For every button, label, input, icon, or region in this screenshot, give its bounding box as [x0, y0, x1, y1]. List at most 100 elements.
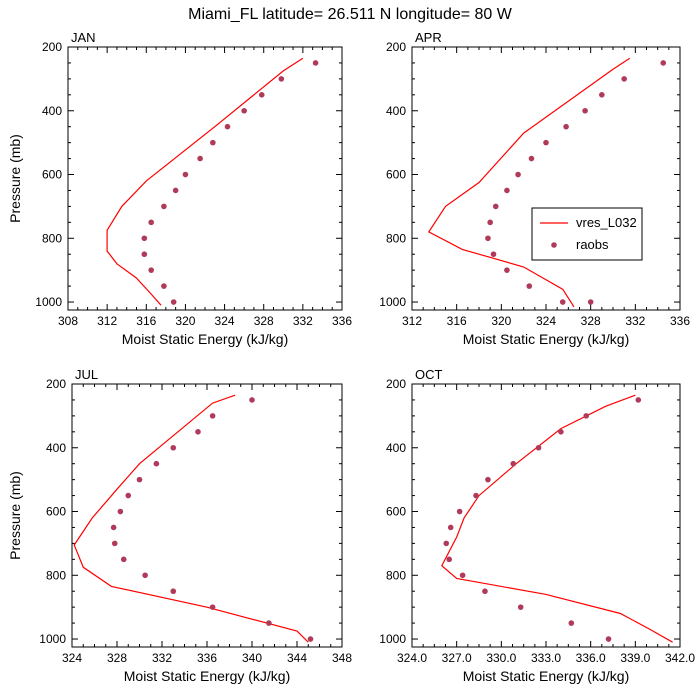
panel-apr: APR 312 316 320 324 328 332 336 200 400 600 800 1000… — [379, 30, 690, 347]
plot-frame — [411, 46, 681, 311]
panel-label: JUL — [75, 367, 98, 382]
data-point-raobs — [515, 171, 521, 178]
x-tick-label: 340 — [242, 651, 262, 665]
data-point-raobs — [141, 235, 148, 242]
x-tick-label: 336 — [197, 651, 217, 665]
data-point-raobs — [485, 476, 491, 483]
data-point-raobs — [504, 267, 510, 273]
data-point-raobs — [635, 397, 642, 403]
data-point-raobs — [172, 187, 179, 194]
data-point-raobs — [587, 299, 594, 305]
data-point-raobs — [170, 588, 177, 595]
data-point-raobs — [568, 620, 575, 626]
data-point-raobs — [459, 572, 466, 579]
series-group — [441, 394, 673, 643]
x-axis-label: Moist Static Energy (kJ/kg) — [463, 331, 630, 347]
x-tick-label: 336 — [670, 314, 690, 328]
data-point-raobs — [528, 155, 535, 162]
x-tick-label: 316 — [136, 314, 156, 328]
x-tick-label: 328 — [254, 314, 274, 328]
data-point-raobs — [583, 413, 589, 419]
data-point-raobs — [447, 524, 454, 531]
data-point-raobs — [142, 572, 148, 579]
data-point-raobs — [120, 556, 127, 563]
series-line-vres_L032 — [106, 57, 304, 306]
y-tick-label: 200 — [42, 40, 62, 54]
series-line-vres_L032 — [441, 394, 673, 643]
data-point-raobs — [241, 107, 247, 114]
x-tick-label: 332 — [625, 314, 645, 328]
data-point-raobs — [446, 556, 453, 563]
x-tick-label: 342.0 — [665, 651, 695, 665]
data-point-raobs — [170, 444, 177, 451]
data-point-raobs — [563, 123, 569, 130]
y-tick-label: 400 — [386, 441, 406, 455]
x-tick-label: 312 — [97, 314, 117, 328]
x-tick-label: 339.0 — [620, 651, 650, 665]
y-tick-label: 200 — [46, 377, 66, 391]
x-tick-label: 344 — [287, 651, 307, 665]
legend-label-obs: raobs — [576, 237, 609, 252]
panel-jul: JUL 324 328 332 336 340 344 348 200 400 600 800 1000… — [7, 367, 352, 684]
legend-marker-swatch — [551, 242, 557, 248]
data-point-raobs — [487, 219, 493, 226]
panels: JAN 308 312 316 320 324 328 332 336 200 400 600 800 1… — [7, 30, 695, 684]
data-point-raobs — [125, 492, 132, 499]
x-tick-label: 327.0 — [442, 651, 472, 665]
data-point-raobs — [161, 203, 167, 210]
legend-label-model: vres_L032 — [576, 215, 637, 230]
y-tick-label: 1000 — [379, 295, 406, 309]
data-point-raobs — [490, 251, 497, 258]
x-tick-label: 332 — [293, 314, 313, 328]
y-tick-label: 400 — [386, 104, 406, 118]
data-point-raobs — [182, 171, 189, 178]
panel-label: OCT — [415, 367, 443, 382]
data-point-raobs — [209, 604, 216, 610]
series-line-vres_L032 — [73, 394, 309, 643]
y-tick-label: 600 — [386, 505, 406, 519]
y-tick-label: 400 — [42, 104, 62, 118]
x-tick-label: 328 — [581, 314, 601, 328]
data-point-raobs — [582, 107, 588, 114]
x-axis-label: Moist Static Energy (kJ/kg) — [463, 668, 630, 684]
figure-title: Miami_FL latitude= 26.511 N longitude= 8… — [188, 6, 513, 23]
data-point-raobs — [153, 460, 160, 467]
x-tick-label: 333.0 — [531, 651, 561, 665]
data-point-raobs — [510, 460, 517, 467]
data-point-raobs — [660, 60, 667, 66]
data-point-raobs — [161, 283, 167, 289]
data-point-raobs — [599, 92, 605, 98]
x-axis-label: Moist Static Energy (kJ/kg) — [122, 331, 289, 347]
data-point-raobs — [443, 540, 450, 547]
legend-box — [531, 207, 643, 261]
data-point-raobs — [456, 508, 463, 515]
x-axis-label: Moist Static Energy (kJ/kg) — [124, 668, 291, 684]
data-point-raobs — [504, 187, 510, 194]
y-tick-label: 400 — [46, 441, 66, 455]
x-tick-label: 324 — [536, 314, 556, 328]
x-tick-label: 324.0 — [397, 651, 427, 665]
data-point-raobs — [517, 604, 524, 610]
data-point-raobs — [110, 524, 117, 531]
x-tick-label: 336 — [332, 314, 352, 328]
x-tick-label: 336.0 — [576, 651, 606, 665]
data-point-raobs — [148, 219, 154, 226]
data-point-raobs — [111, 540, 118, 547]
data-point-raobs — [224, 123, 231, 130]
data-point-raobs — [141, 251, 148, 258]
data-point-raobs — [473, 492, 479, 499]
y-axis-label: Pressure (mb) — [7, 471, 23, 560]
data-point-raobs — [136, 476, 143, 483]
y-tick-label: 1000 — [39, 632, 66, 646]
y-tick-label: 800 — [46, 568, 66, 582]
x-tick-label: 332 — [152, 651, 172, 665]
data-point-raobs — [307, 636, 314, 642]
data-point-raobs — [170, 299, 177, 305]
series-group — [106, 57, 319, 306]
y-tick-label: 200 — [386, 40, 406, 54]
data-point-raobs — [559, 299, 566, 305]
y-tick-label: 600 — [46, 505, 66, 519]
x-tick-label: 330.0 — [486, 651, 516, 665]
